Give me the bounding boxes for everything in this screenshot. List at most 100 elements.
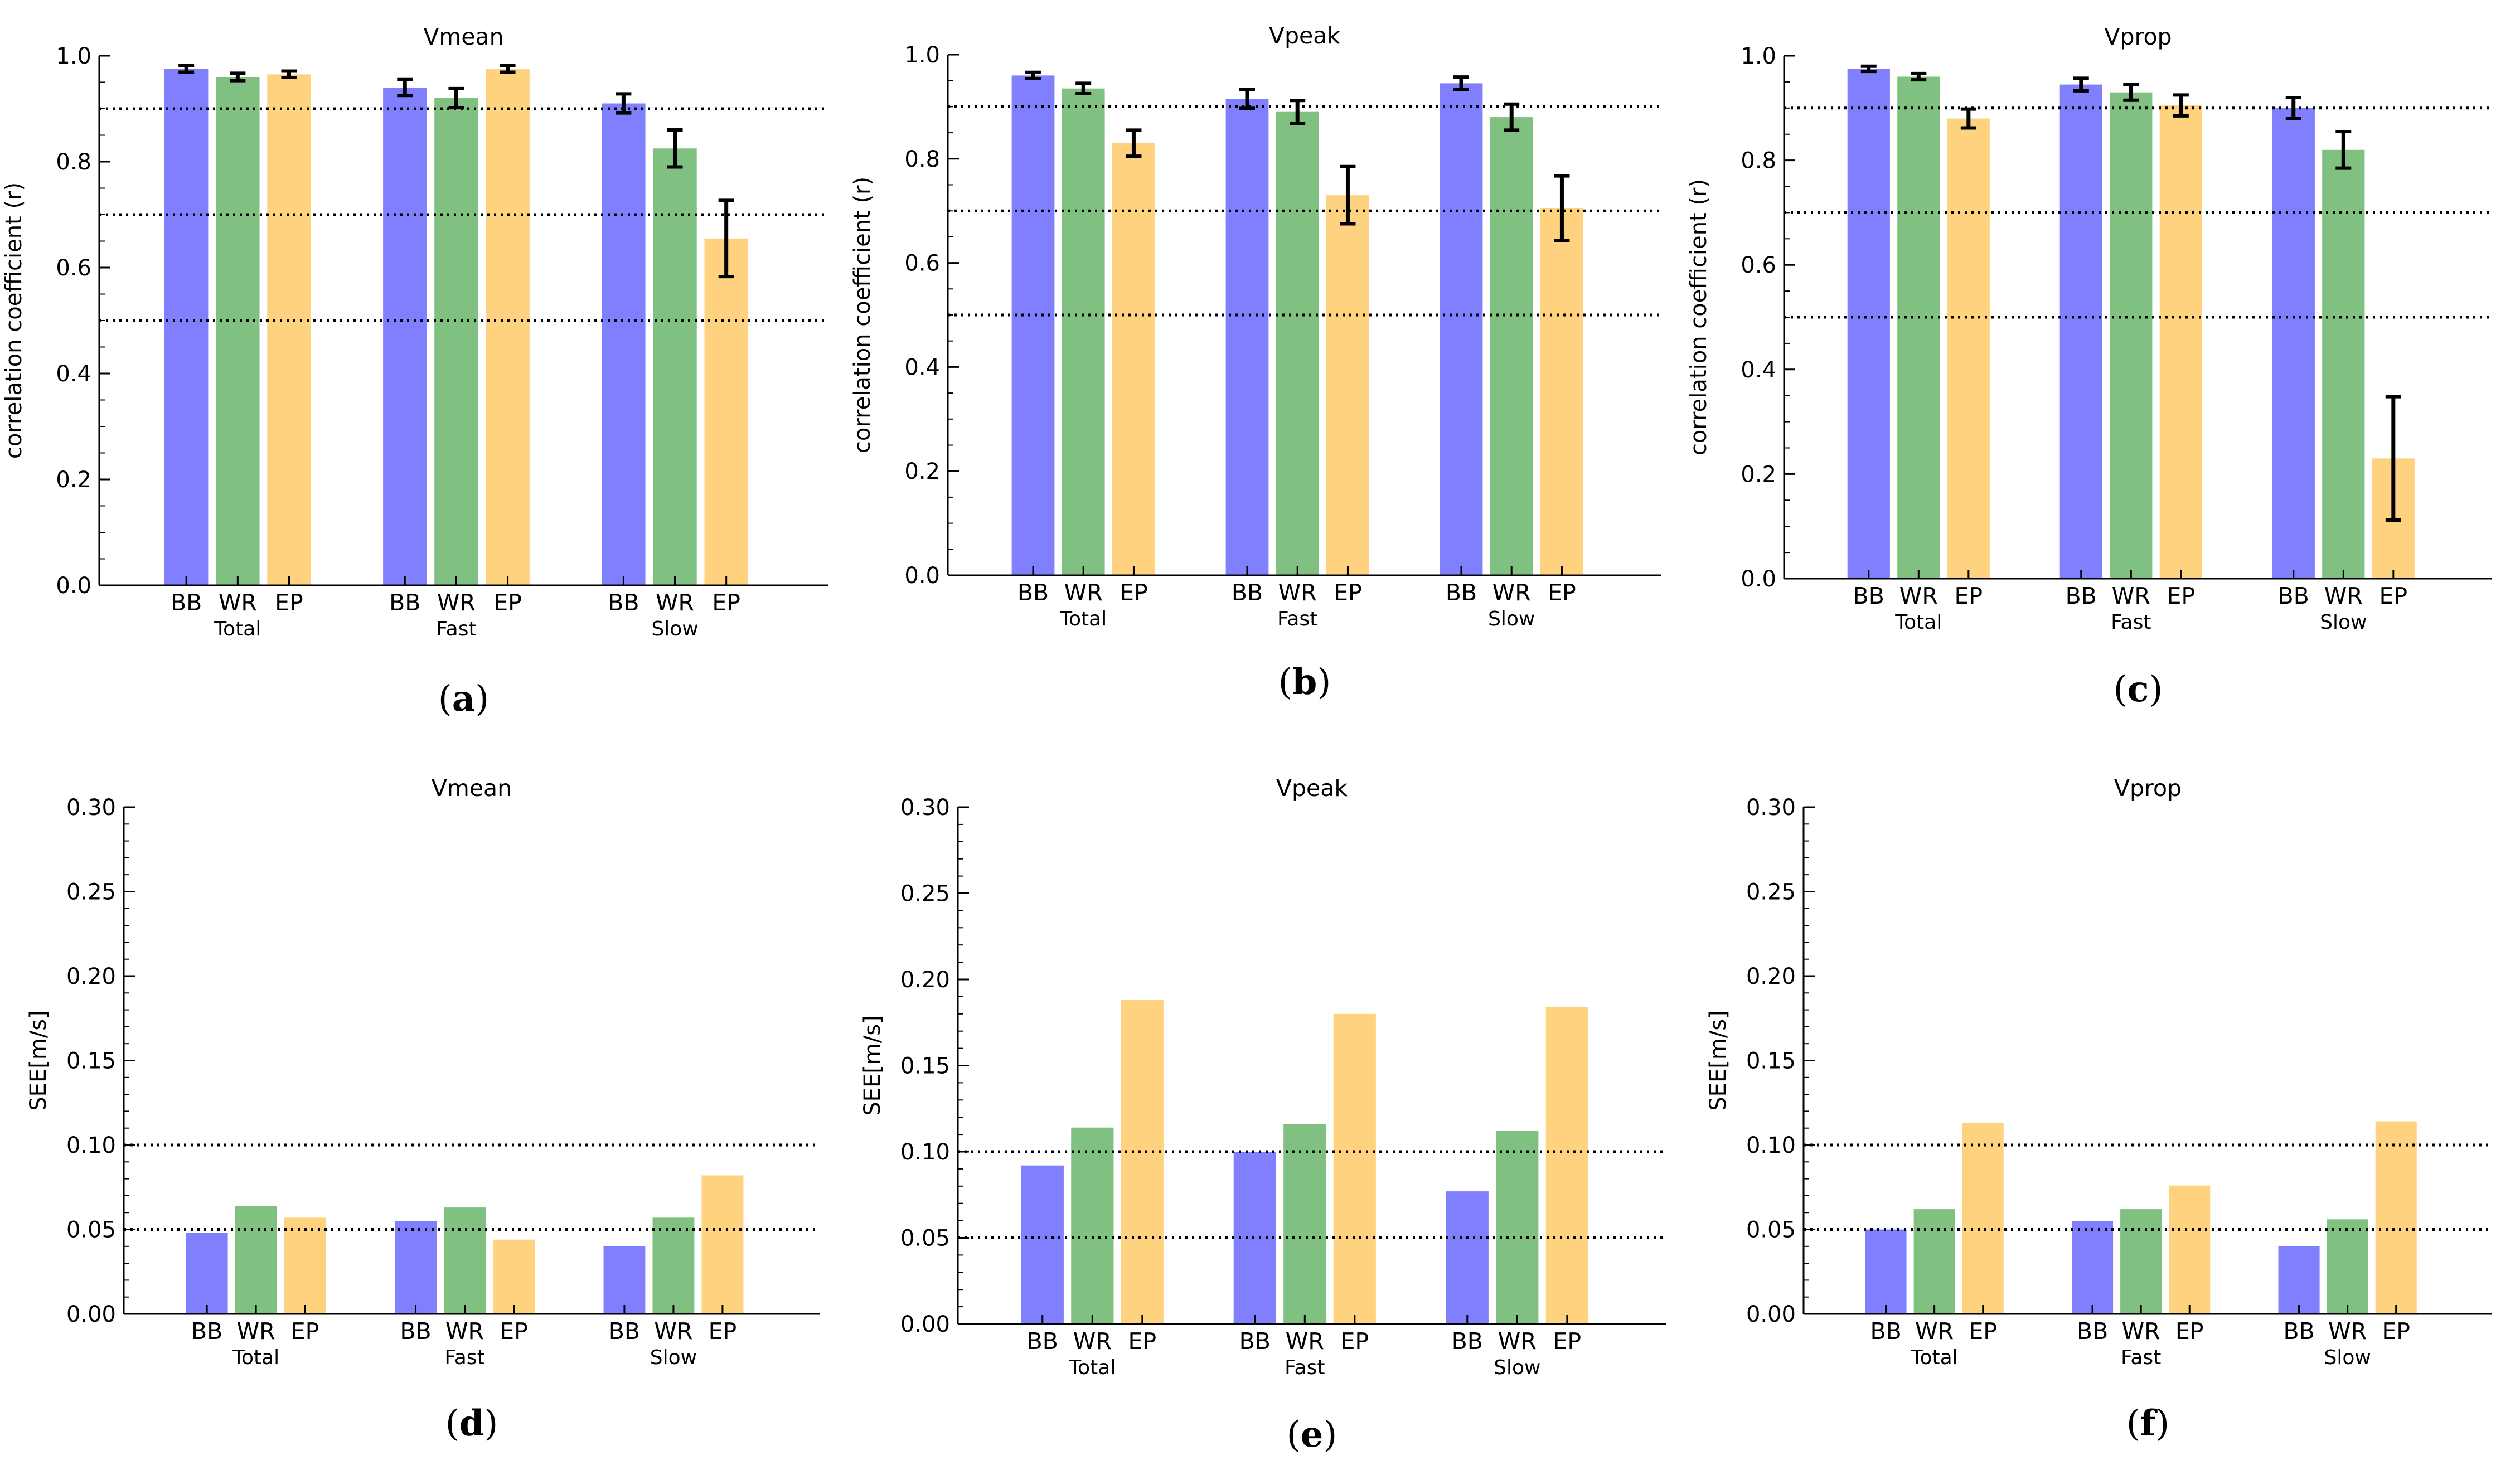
- x-tick-label-EP: EP: [275, 589, 303, 616]
- y-tick-label: 0.6: [1741, 253, 1776, 278]
- bar-BB-Fast: [383, 88, 427, 585]
- chart-title: Vpeak: [1276, 775, 1348, 802]
- group-label-Fast: Fast: [1285, 1356, 1325, 1379]
- subfigure-paren-open: (: [2114, 669, 2128, 710]
- group-label-Slow: Slow: [651, 618, 698, 641]
- bar-BB-Fast: [2059, 84, 2102, 579]
- bar-WR-Total: [235, 1206, 277, 1314]
- group-label-Slow: Slow: [1488, 608, 1535, 630]
- y-tick-label: 0.4: [904, 355, 940, 380]
- bar-WR-Total: [1897, 76, 1940, 579]
- subfigure-paren-close: ): [1317, 662, 1331, 703]
- y-axis-label: SEE[m/s]: [26, 1010, 51, 1110]
- x-tick-label-BB: BB: [608, 589, 639, 616]
- y-tick-label: 0.2: [1741, 462, 1776, 487]
- bar-WR-Fast: [1283, 1124, 1326, 1324]
- x-tick-label-WR: WR: [237, 1318, 275, 1345]
- bar-EP-Slow: [1545, 1007, 1588, 1324]
- y-tick-label: 0.25: [66, 880, 116, 905]
- bar-EP-Slow: [1540, 208, 1583, 575]
- subfigure-paren-close: ): [475, 678, 489, 720]
- bar-EP-Total: [1121, 1000, 1164, 1324]
- x-tick-label-EP: EP: [1334, 579, 1362, 606]
- bar-EP-Slow: [701, 1175, 744, 1314]
- x-tick-label-EP: EP: [2380, 583, 2408, 609]
- subfigure-paren-close: ): [484, 1403, 498, 1444]
- group-label-Fast: Fast: [436, 618, 476, 641]
- bar-EP-Total: [284, 1217, 326, 1314]
- x-tick-label-BB: BB: [1017, 579, 1049, 606]
- subfigure-label: (c): [2114, 668, 2163, 710]
- bar-EP-Slow: [2375, 1121, 2417, 1314]
- bar-BB-Slow: [2272, 108, 2315, 579]
- y-tick-label: 0.20: [66, 964, 116, 989]
- group-label-Total: Total: [1068, 1356, 1116, 1379]
- x-tick-label-WR: WR: [1064, 579, 1103, 606]
- x-tick-label-WR: WR: [1915, 1318, 1954, 1345]
- chart-title: Vmean: [432, 775, 512, 802]
- y-tick-label: 0.30: [66, 795, 116, 821]
- group-label-Total: Total: [1911, 1346, 1958, 1369]
- x-tick-label-BB: BB: [1239, 1328, 1271, 1355]
- bar-WR-Slow: [652, 1217, 695, 1314]
- bar-BB-Total: [1021, 1165, 1064, 1324]
- y-tick-label: 0.20: [1746, 964, 1796, 989]
- x-tick-label-EP: EP: [1548, 579, 1576, 606]
- y-tick-label: 0.00: [900, 1312, 950, 1337]
- bar-WR-Slow: [1490, 117, 1533, 576]
- bar-BB-Total: [1011, 75, 1055, 575]
- x-tick-label-WR: WR: [437, 589, 476, 616]
- subfigure-label: (e): [1287, 1414, 1337, 1456]
- group-label-Fast: Fast: [444, 1346, 484, 1369]
- y-tick-label: 0.2: [56, 467, 91, 493]
- subfigure-paren-open: (: [1278, 662, 1292, 703]
- bar-BB-Fast: [395, 1221, 437, 1314]
- x-tick-label-BB: BB: [389, 589, 420, 616]
- x-tick-label-WR: WR: [219, 589, 257, 616]
- x-tick-label-BB: BB: [2278, 583, 2309, 609]
- chart-title: Vprop: [2114, 775, 2182, 802]
- bar-WR-Total: [1071, 1127, 1114, 1324]
- x-tick-label-BB: BB: [2077, 1318, 2108, 1345]
- bar-BB-Slow: [603, 1246, 646, 1314]
- x-tick-label-WR: WR: [445, 1318, 484, 1345]
- x-tick-label-WR: WR: [2328, 1318, 2367, 1345]
- x-tick-label-WR: WR: [1286, 1328, 1324, 1355]
- y-tick-label: 0.05: [66, 1217, 116, 1243]
- bar-WR-Fast: [1276, 111, 1319, 575]
- bar-WR-Total: [1062, 88, 1105, 575]
- bar-EP-Total: [1947, 118, 1990, 579]
- y-tick-label: 0.00: [1746, 1302, 1796, 1327]
- subfigure-letter: e: [1301, 1414, 1324, 1456]
- y-axis-label: correlation coefficient (r): [850, 177, 875, 453]
- x-tick-label-EP: EP: [2382, 1318, 2410, 1345]
- x-tick-label-BB: BB: [1446, 579, 1477, 606]
- x-tick-label-WR: WR: [656, 589, 694, 616]
- x-tick-label-EP: EP: [709, 1318, 737, 1345]
- y-tick-label: 0.30: [1746, 795, 1796, 821]
- y-axis-label: SEE[m/s]: [1705, 1010, 1731, 1110]
- bar-EP-Total: [267, 74, 311, 586]
- y-tick-label: 0.4: [56, 361, 91, 387]
- bar-BB-Slow: [1440, 83, 1483, 575]
- chart-title: Vmean: [423, 23, 503, 50]
- y-tick-label: 0.15: [1746, 1049, 1796, 1074]
- x-tick-label-EP: EP: [2175, 1318, 2204, 1345]
- bar-WR-Fast: [2110, 92, 2153, 579]
- subfigure-paren-close: ): [2149, 669, 2163, 710]
- bar-EP-Fast: [1333, 1013, 1376, 1324]
- x-tick-label-EP: EP: [291, 1318, 319, 1345]
- x-tick-label-EP: EP: [500, 1318, 528, 1345]
- bar-EP-Fast: [1326, 195, 1369, 575]
- subfigure-paren-close: ): [2155, 1403, 2169, 1444]
- y-tick-label: 0.30: [900, 795, 950, 821]
- x-tick-label-BB: BB: [609, 1318, 640, 1345]
- x-tick-label-EP: EP: [1955, 583, 1983, 609]
- y-tick-label: 0.05: [1746, 1217, 1796, 1243]
- bar-EP-Total: [1112, 143, 1155, 575]
- x-tick-label-WR: WR: [1498, 1328, 1537, 1355]
- y-tick-label: 0.6: [56, 255, 91, 281]
- subfigure-label: (b): [1278, 661, 1331, 703]
- group-label-Fast: Fast: [2111, 611, 2151, 634]
- x-tick-label-EP: EP: [712, 589, 740, 616]
